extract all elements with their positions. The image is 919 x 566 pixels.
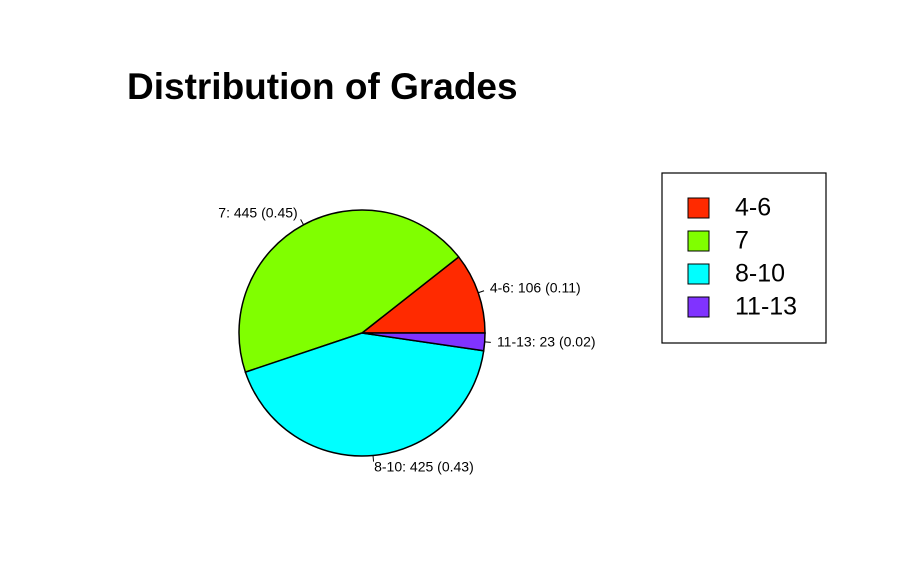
value-label: 8-10: 425 (0.43) [374, 458, 474, 474]
pie-slice [359, 255, 486, 334]
legend-label: 11-13 [735, 293, 797, 321]
legend-swatch [687, 197, 710, 219]
label-tick [478, 290, 485, 294]
label-tick [372, 455, 375, 462]
legend-swatch [687, 263, 710, 285]
legend-label: 7 [735, 227, 749, 255]
value-label: 4-6: 106 (0.11) [490, 279, 581, 295]
legend-label: 8-10 [735, 260, 785, 288]
value-label: 7: 445 (0.45) [218, 205, 297, 221]
label-tick [300, 219, 304, 226]
legend-swatch [687, 296, 710, 318]
legend-swatch [687, 230, 710, 252]
legend-box [661, 172, 827, 344]
legend-label: 4-6 [735, 194, 771, 222]
chart-title: Distribution of Grades [127, 66, 518, 107]
pie-slice [361, 332, 486, 352]
value-label: 11-13: 23 (0.02) [497, 333, 596, 349]
pie-slice [244, 332, 485, 457]
